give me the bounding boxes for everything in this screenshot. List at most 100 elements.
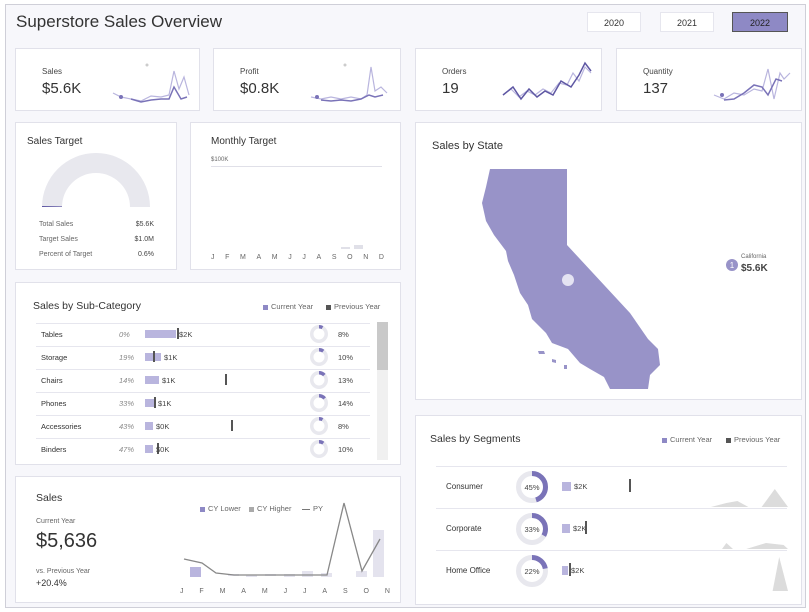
current-year-label: Current Year	[36, 518, 76, 525]
month-tick: M	[261, 588, 268, 595]
segment-row[interactable]: Home Office 22% $2K	[416, 550, 803, 592]
sales-target-gauge	[42, 153, 150, 207]
kpi-label: Orders	[442, 67, 467, 76]
current-year-bar	[145, 376, 159, 384]
scrollbar-thumb[interactable]	[377, 322, 388, 370]
subcategory-value: $2K	[179, 330, 193, 339]
monthly-bar	[341, 247, 350, 249]
donut-label: 45%	[524, 483, 540, 492]
kpi-card-sales[interactable]: Sales $5.6K	[15, 48, 200, 111]
donut-chart	[310, 417, 328, 435]
subcategory-name: Chairs	[41, 376, 63, 385]
donut-chart	[310, 440, 328, 458]
row-divider	[436, 508, 787, 509]
subcategory-row[interactable]: Storage 19% $1K 10%	[16, 346, 371, 369]
row-divider	[36, 369, 370, 370]
quantity-sparkline	[713, 68, 791, 101]
card-title: Sales by Segments	[430, 433, 521, 445]
month-tick: N	[384, 588, 390, 595]
month-tick: M	[271, 254, 278, 261]
month-tick: J	[180, 588, 184, 595]
month-tick: A	[322, 588, 328, 595]
year-filter-2022[interactable]: 2022	[732, 12, 788, 32]
subcategory-pct: 47%	[119, 445, 135, 454]
segment-name: Corporate	[446, 524, 482, 533]
subcategory-row[interactable]: Accessories 43% $0K 8%	[16, 415, 371, 438]
sales-summary-card: Sales Current Year $5,636 vs. Previous Y…	[15, 476, 401, 603]
subcategory-row[interactable]: Binders 47% $0K 10%	[16, 438, 371, 461]
month-tick: J	[302, 588, 307, 595]
kpi-card-orders[interactable]: Orders 19	[415, 48, 602, 111]
donut-chart	[310, 371, 328, 389]
donut-label: 10%	[338, 445, 354, 454]
year-filter-2020[interactable]: 2020	[587, 12, 641, 32]
sales-by-subcategory-card: Sales by Sub-Category Current Year Previ…	[15, 282, 401, 465]
donut-label: 14%	[338, 399, 354, 408]
subcategory-pct: 43%	[119, 422, 135, 431]
subcategory-pct: 0%	[119, 330, 130, 339]
current-year-bar	[145, 330, 176, 338]
previous-year-tick	[153, 351, 155, 362]
subcategory-row[interactable]: Chairs 14% $1K 13%	[16, 369, 371, 392]
state-name: California	[741, 254, 767, 260]
vs-previous-label: vs. Previous Year	[36, 568, 91, 575]
month-tick: A	[316, 254, 322, 261]
sales-by-segments-card: Sales by Segments Current Year Previous …	[415, 415, 802, 605]
current-sales-value: $5,636	[36, 530, 98, 552]
state-value: $5.6K	[741, 263, 768, 274]
subcategory-pct: 14%	[119, 376, 135, 385]
card-title: Sales	[36, 492, 63, 504]
donut-chart	[310, 325, 328, 343]
kpi-card-quantity[interactable]: Quantity 137	[616, 48, 802, 111]
donut-label: 10%	[338, 353, 354, 362]
donut-label: 8%	[338, 422, 349, 431]
month-tick: D	[378, 254, 384, 261]
previous-year-tick	[177, 328, 179, 339]
axis-label: $100K	[211, 157, 229, 163]
donut-label: 8%	[338, 330, 349, 339]
previous-year-tick	[569, 563, 571, 576]
segment-value: $2K	[571, 566, 585, 575]
subcategory-pct: 33%	[119, 399, 135, 408]
kpi-label: Quantity	[643, 67, 673, 76]
current-year-bar	[562, 482, 571, 491]
row-divider	[36, 392, 370, 393]
card-title: Sales by Sub-Category	[33, 300, 141, 312]
subcategory-value: $1K	[162, 376, 176, 385]
legend-current: Current Year	[662, 435, 712, 444]
month-tick: N	[363, 254, 369, 261]
year-filter-2021[interactable]: 2021	[660, 12, 714, 32]
donut-chart	[516, 513, 548, 545]
segment-row[interactable]: Consumer 45% $2K	[416, 466, 803, 508]
subcategory-value: $1K	[158, 399, 172, 408]
california-map[interactable]	[472, 163, 682, 393]
row-divider	[36, 415, 370, 416]
month-tick: A	[241, 588, 246, 595]
target-row-value: $1.0M	[134, 236, 154, 243]
segment-value: $2K	[573, 524, 587, 533]
kpi-value: $0.8K	[240, 80, 280, 97]
target-row-value: 0.6%	[138, 251, 154, 258]
target-row-label: Target Sales	[39, 236, 78, 243]
kpi-value: $5.6K	[42, 80, 82, 97]
legend-previous: Previous Year	[326, 302, 380, 311]
kpi-card-profit[interactable]: Profit $0.8K	[213, 48, 401, 111]
subcategory-pct: 19%	[119, 353, 135, 362]
monthly-target-card: Monthly Target $100K J F M A M J J A S O N D	[190, 122, 401, 270]
donut-label: 13%	[338, 376, 354, 385]
segment-name: Home Office	[446, 566, 491, 575]
donut-chart	[516, 471, 548, 503]
scrollbar[interactable]	[377, 322, 388, 460]
subcategory-row[interactable]: Tables 0% $2K 8%	[16, 323, 371, 346]
segment-row[interactable]: Corporate 33% $2K	[416, 508, 803, 550]
vs-previous-value: +20.4%	[36, 578, 67, 588]
row-divider	[36, 323, 370, 324]
month-tick: M	[219, 588, 226, 595]
month-tick: J	[302, 254, 306, 261]
legend-cy-lower: CY Lower	[200, 504, 241, 513]
state-marker-number: 1	[730, 261, 735, 270]
subcategory-row[interactable]: Phones 33% $1K 14%	[16, 392, 371, 415]
month-tick: F	[225, 254, 230, 261]
